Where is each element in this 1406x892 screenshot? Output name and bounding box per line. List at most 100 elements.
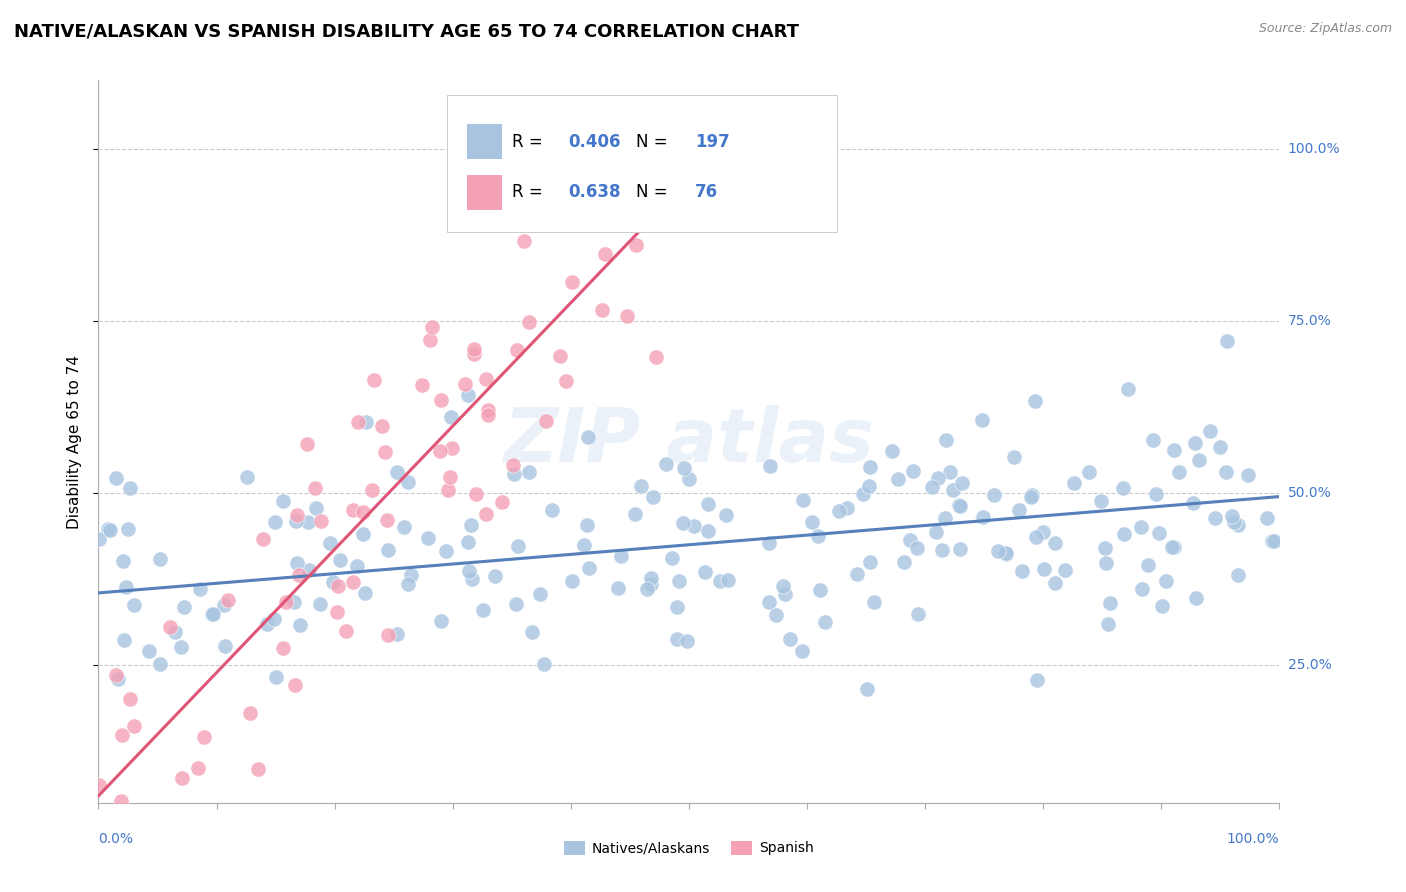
Point [118, 691, 141, 706]
Point [1261, 534, 1284, 549]
Point [775, 587, 797, 601]
Point [114, 809, 136, 823]
Point [377, 543, 399, 558]
Point [283, 595, 305, 609]
Point [626, 128, 648, 143]
Point [411, 377, 433, 392]
Point [1112, 481, 1135, 495]
Point [942, 483, 965, 497]
Text: R =: R = [512, 133, 548, 151]
Point [927, 471, 949, 485]
Point [212, 598, 235, 612]
Point [1184, 435, 1206, 450]
Point [949, 542, 972, 557]
Point [1220, 509, 1243, 524]
Point [1032, 525, 1054, 540]
Point [465, 487, 488, 501]
Point [429, 443, 451, 458]
Point [1263, 534, 1285, 549]
Point [880, 444, 903, 458]
Point [814, 615, 837, 630]
Text: 76: 76 [695, 183, 718, 202]
Point [105, 667, 128, 681]
Point [995, 547, 1018, 561]
Point [1099, 596, 1122, 610]
Point [972, 510, 994, 524]
Point [122, 598, 145, 612]
Point [693, 566, 716, 580]
Point [120, 481, 142, 495]
Point [188, 582, 211, 596]
Point [335, 624, 357, 638]
Point [905, 541, 928, 555]
Point [1142, 433, 1164, 447]
Point [457, 535, 479, 549]
Point [352, 505, 374, 519]
Text: R =: R = [512, 183, 548, 202]
Point [440, 409, 463, 424]
Point [285, 556, 308, 570]
Point [1144, 486, 1167, 500]
Point [672, 516, 695, 530]
Text: 0.638: 0.638 [568, 183, 621, 202]
Text: 25.0%: 25.0% [1288, 658, 1331, 673]
Point [246, 762, 269, 776]
Point [1008, 503, 1031, 517]
Point [263, 612, 285, 626]
Point [377, 627, 399, 641]
Point [111, 554, 134, 568]
Point [578, 561, 600, 575]
Point [717, 573, 740, 587]
Point [304, 481, 326, 495]
Point [1216, 334, 1239, 348]
Point [576, 430, 599, 444]
Point [457, 388, 479, 402]
Point [419, 333, 441, 347]
Point [606, 581, 628, 595]
Point [1215, 465, 1237, 479]
Point [371, 418, 394, 433]
Point [309, 597, 332, 611]
Point [661, 550, 683, 565]
Point [576, 518, 599, 533]
Point [288, 568, 311, 582]
Point [342, 575, 364, 590]
Point [1097, 617, 1119, 632]
Point [709, 574, 731, 588]
Point [149, 551, 172, 566]
Point [461, 572, 484, 586]
Point [1199, 425, 1222, 439]
Point [322, 574, 344, 589]
Point [354, 415, 377, 429]
Point [1063, 475, 1085, 490]
Point [477, 403, 499, 417]
FancyBboxPatch shape [447, 95, 837, 232]
Point [256, 617, 278, 632]
Point [828, 504, 851, 518]
Point [900, 533, 922, 547]
Point [430, 614, 453, 628]
Point [921, 480, 943, 494]
Point [105, 471, 128, 485]
Point [648, 129, 671, 144]
Point [354, 586, 377, 600]
Point [436, 483, 458, 497]
Point [460, 517, 482, 532]
Point [1090, 494, 1112, 508]
Point [97, 523, 120, 537]
Text: Source: ZipAtlas.com: Source: ZipAtlas.com [1258, 22, 1392, 36]
Point [122, 719, 145, 733]
Point [163, 625, 186, 640]
Point [1025, 530, 1047, 544]
Point [623, 507, 645, 521]
Point [1025, 673, 1047, 688]
Point [1222, 515, 1244, 529]
Point [271, 494, 294, 508]
Point [363, 373, 385, 387]
Point [309, 514, 332, 528]
Point [475, 372, 498, 386]
Point [637, 144, 659, 158]
Point [326, 605, 349, 619]
Point [346, 558, 368, 573]
Point [837, 500, 859, 515]
